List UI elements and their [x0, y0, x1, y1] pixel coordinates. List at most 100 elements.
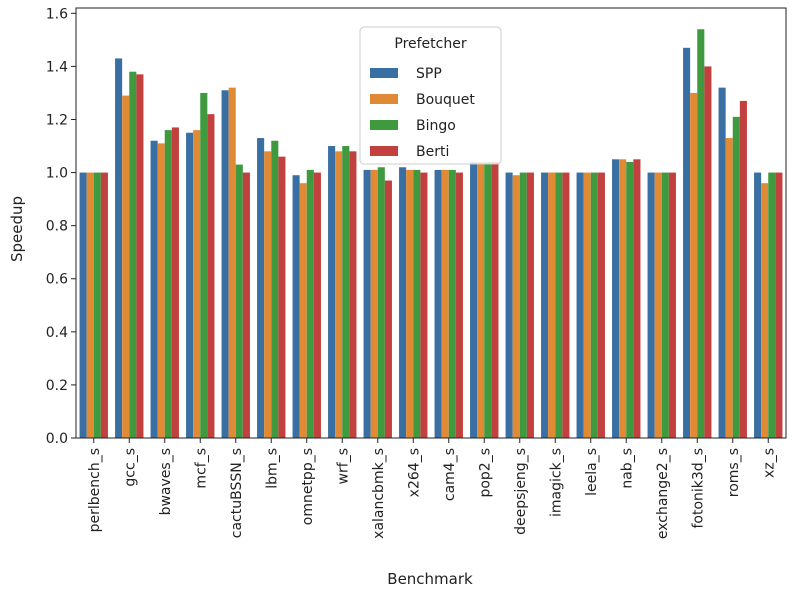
bar-spp-perlbench-s [79, 172, 87, 438]
bar-bingo-x264-s [413, 169, 421, 438]
bar-spp-cam4-s [434, 169, 442, 438]
bar-berti-perlbench-s [100, 172, 108, 438]
legend: Prefetcher SPP Bouquet Bingo Berti [359, 26, 502, 165]
legend-swatch-bingo [370, 120, 398, 130]
legend-label-spp: SPP [416, 66, 442, 82]
bar-bouquet-omnetpp-s [299, 183, 307, 438]
bar-berti-leela-s [597, 172, 605, 438]
bar-berti-cam4-s [455, 172, 463, 438]
bar-bingo-wrf-s [342, 146, 350, 438]
bar-berti-xz-s [775, 172, 783, 438]
y-tick-label: 1.6 [46, 6, 68, 22]
x-tick-label: imagick_s [548, 448, 564, 517]
bar-bingo-omnetpp-s [306, 169, 314, 438]
y-tick-label: 0.0 [46, 431, 68, 447]
bar-bouquet-roms-s [725, 138, 733, 438]
bar-berti-mcf-s [207, 114, 215, 439]
legend-label-bouquet: Bouquet [416, 92, 475, 108]
x-tick-label: wrf_s [335, 448, 351, 484]
bars-layer [79, 29, 783, 439]
bar-spp-nab-s [612, 159, 620, 439]
bar-spp-xalancbmk-s [363, 169, 371, 438]
bar-bouquet-lbm-s [264, 151, 272, 438]
y-tick-label: 1.2 [46, 112, 68, 128]
bar-bingo-cam4-s [448, 169, 456, 438]
legend-title: Prefetcher [394, 36, 466, 52]
x-tick-label: lbm_s [264, 448, 280, 489]
axes-layer: 0.0 0.2 0.4 0.6 0.8 1.0 1.2 1.4 1.6 perlbench_s gc… [46, 6, 787, 539]
bar-berti-gcc-s [136, 74, 144, 439]
bar-bouquet-cam4-s [441, 169, 449, 438]
bar-bouquet-nab-s [619, 159, 627, 439]
bar-berti-bwaves-s [171, 127, 179, 438]
bar-bouquet-gcc-s [122, 95, 130, 438]
x-tick-label: omnetpp_s [300, 448, 316, 525]
x-tick-label: deepsjeng_s [513, 448, 529, 535]
bar-spp-cactuBSSN-s [221, 90, 229, 438]
x-tick-label: pop2_s [477, 448, 493, 498]
y-tick-label: 1.4 [46, 59, 68, 75]
bar-bingo-leela-s [590, 172, 598, 438]
bar-bingo-perlbench-s [93, 172, 101, 438]
bar-spp-imagick-s [541, 172, 549, 438]
bar-berti-deepsjeng-s [526, 172, 534, 438]
bar-bouquet-exchange2-s [654, 172, 662, 438]
bar-bingo-imagick-s [555, 172, 563, 438]
x-tick-label: gcc_s [122, 448, 138, 487]
bar-berti-imagick-s [562, 172, 570, 438]
bar-bingo-deepsjeng-s [519, 172, 527, 438]
bar-bingo-pop2-s [484, 161, 492, 438]
bar-bouquet-perlbench-s [86, 172, 94, 438]
bar-berti-exchange2-s [668, 172, 676, 438]
x-tick-label: xz_s [761, 448, 777, 478]
x-tick-label: xalancbmk_s [371, 448, 387, 539]
bar-bouquet-mcf-s [193, 130, 201, 438]
bar-bouquet-pop2-s [477, 161, 485, 438]
bar-spp-xz-s [754, 172, 762, 438]
x-axis-title: Benchmark [387, 570, 473, 588]
legend-swatch-bouquet [370, 94, 398, 104]
x-tick-label: bwaves_s [158, 448, 174, 515]
bar-bingo-nab-s [626, 161, 634, 438]
bar-bouquet-bwaves-s [157, 143, 165, 438]
bar-berti-omnetpp-s [313, 172, 321, 438]
bar-bingo-exchange2-s [661, 172, 669, 438]
bar-spp-roms-s [718, 87, 726, 438]
y-tick-label: 1.0 [46, 166, 68, 182]
bar-spp-x264-s [399, 167, 407, 438]
bar-bouquet-xz-s [761, 183, 769, 438]
bar-bouquet-fotonik3d-s [690, 92, 698, 438]
bar-bingo-fotonik3d-s [697, 29, 705, 438]
x-tick-label: roms_s [726, 448, 742, 497]
plot-frame [75, 7, 787, 439]
bar-bouquet-deepsjeng-s [512, 175, 520, 438]
bar-spp-fotonik3d-s [683, 47, 691, 439]
x-tick-label: nab_s [619, 448, 635, 489]
x-tick-label: cactuBSSN_s [229, 448, 245, 538]
bar-bingo-cactuBSSN-s [235, 164, 243, 438]
bar-berti-x264-s [420, 172, 428, 438]
y-tick-label: 0.8 [46, 219, 68, 235]
bar-bouquet-x264-s [406, 169, 414, 438]
bar-spp-omnetpp-s [292, 175, 300, 438]
bar-berti-wrf-s [349, 151, 357, 438]
bar-berti-fotonik3d-s [704, 66, 712, 439]
legend-label-berti: Berti [416, 144, 449, 160]
bar-berti-pop2-s [491, 161, 499, 438]
bar-bingo-roms-s [732, 116, 740, 438]
bar-spp-pop2-s [470, 161, 478, 438]
bar-bouquet-wrf-s [335, 151, 343, 438]
legend-swatch-spp [370, 68, 398, 78]
x-tick-label: cam4_s [442, 448, 458, 501]
bar-spp-gcc-s [115, 58, 123, 439]
bar-bouquet-xalancbmk-s [370, 169, 378, 438]
bar-berti-cactuBSSN-s [242, 172, 250, 438]
bar-bingo-xz-s [768, 172, 776, 438]
x-tick-label: leela_s [584, 448, 600, 496]
bar-berti-lbm-s [278, 156, 286, 438]
bar-bingo-gcc-s [129, 71, 137, 438]
bar-spp-bwaves-s [150, 140, 158, 438]
bar-bouquet-imagick-s [548, 172, 556, 438]
